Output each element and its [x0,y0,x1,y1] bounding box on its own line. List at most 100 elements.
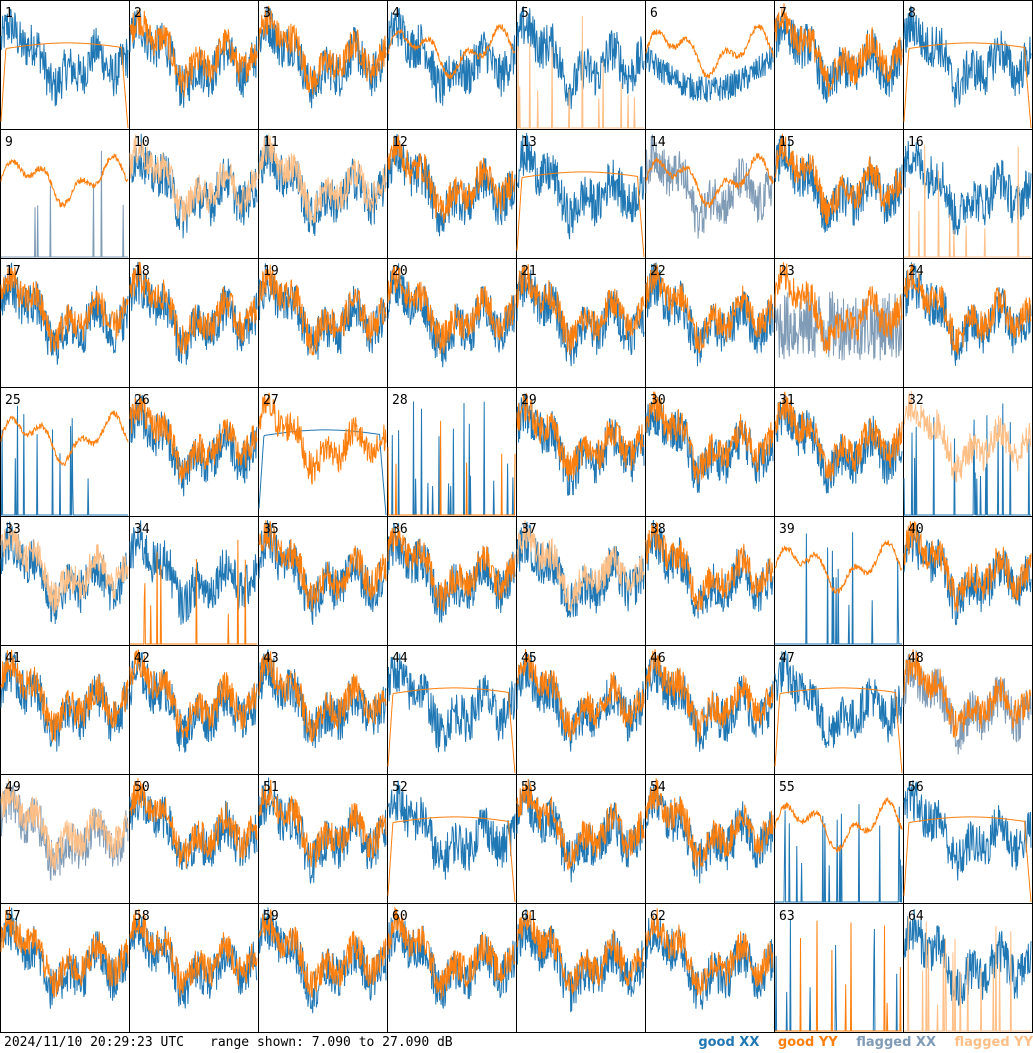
panel-32: 32 [903,387,1033,517]
panel-label: 46 [650,651,666,666]
series-yy-line [516,171,645,258]
panel-31: 31 [774,387,904,517]
series-yy-line [0,649,129,743]
series-yy-line [904,916,1031,1032]
panel-label: 60 [392,909,408,924]
panel-label: 41 [5,651,21,666]
panel-64: 64 [903,903,1033,1033]
series-yy-line [645,908,774,996]
panel-30: 30 [645,387,775,517]
series-yy-line [258,264,387,356]
panel-40: 40 [903,516,1033,646]
series-xx-line [775,804,903,903]
series-yy-line [904,145,1031,258]
series-yy-line [903,816,1032,903]
series-yy-line [903,520,1032,612]
series-xx-line [903,5,1032,108]
panel-3: 3 [258,0,388,130]
series-yy-line [130,539,257,645]
series-yy-line [387,816,516,903]
panel-label: 43 [263,651,279,666]
panel-label: 44 [392,651,408,666]
panel-label: 22 [650,264,666,279]
series-xx-line [903,649,1032,755]
series-xx-line [258,777,387,884]
series-yy-line [0,778,129,871]
series-yy-line [0,410,129,467]
panel-label: 23 [779,264,795,279]
series-yy-line [129,908,258,998]
series-xx-line [0,907,129,1009]
panel-label: 19 [263,264,279,279]
series-yy-line [258,779,387,868]
panel-19: 19 [258,258,388,388]
series-yy-line [903,42,1032,129]
panel-41: 41 [0,645,130,775]
panel-23: 23 [774,258,904,388]
panel-28: 28 [387,387,517,517]
panel-56: 56 [903,774,1033,904]
panel-49: 49 [0,774,130,904]
panel-label: 35 [263,522,279,537]
series-yy-line [387,687,516,774]
series-xx-line [258,263,387,360]
panel-label: 58 [134,909,150,924]
series-xx-line [903,262,1032,366]
panel-label: 52 [392,780,408,795]
legend-flagged-yy: flagged YY [954,1035,1033,1050]
panel-12: 12 [387,129,517,259]
panel-7: 7 [774,0,904,130]
panel-label: 36 [392,522,408,537]
series-yy-line [774,3,903,98]
series-yy-line [129,134,258,223]
panel-frame [903,0,1033,130]
panel-frame [774,903,904,1033]
panel-frame [0,387,130,517]
panel-59: 59 [258,903,388,1033]
series-yy-line [774,540,903,595]
panel-label: 59 [263,909,279,924]
series-yy-line [774,262,903,354]
panel-62: 62 [645,903,775,1033]
panel-label: 18 [134,264,150,279]
panel-39: 39 [774,516,904,646]
panel-label: 49 [5,780,21,795]
panel-48: 48 [903,645,1033,775]
panel-60: 60 [387,903,517,1033]
panel-label: 24 [908,264,924,279]
panel-label: 12 [392,135,408,150]
series-yy-line [903,391,1032,483]
panel-20: 20 [387,258,517,388]
timestamp: 2024/11/10 20:29:23 UTC [4,1035,185,1050]
series-xx-line [774,650,903,748]
series-yy-line [387,420,516,516]
panel-label: 6 [650,6,658,21]
series-xx-line [129,520,258,625]
panel-label: 51 [263,780,279,795]
panel-frame [645,0,775,130]
series-yy-line [774,391,903,482]
panel-label: 20 [392,264,408,279]
panel-26: 26 [129,387,259,517]
panel-21: 21 [516,258,646,388]
panel-label: 11 [263,135,279,150]
series-yy-line [516,393,645,481]
panel-53: 53 [516,774,646,904]
panel-label: 26 [134,393,150,408]
series-yy-line [0,524,129,614]
series-yy-line [129,393,258,483]
panel-label: 53 [521,780,537,795]
panel-22: 22 [645,258,775,388]
panel-34: 34 [129,516,259,646]
series-yy-line [258,520,387,612]
series-yy-line [903,649,1032,739]
panel-42: 42 [129,645,259,775]
series-yy-line [0,266,129,353]
legend-good-xx: good XX [698,1035,760,1050]
panel-43: 43 [258,645,388,775]
series-xx-line [516,132,645,240]
panel-label: 48 [908,651,924,666]
panel-label: 54 [650,780,666,795]
panel-label: 55 [779,780,795,795]
panel-label: 34 [134,522,150,537]
